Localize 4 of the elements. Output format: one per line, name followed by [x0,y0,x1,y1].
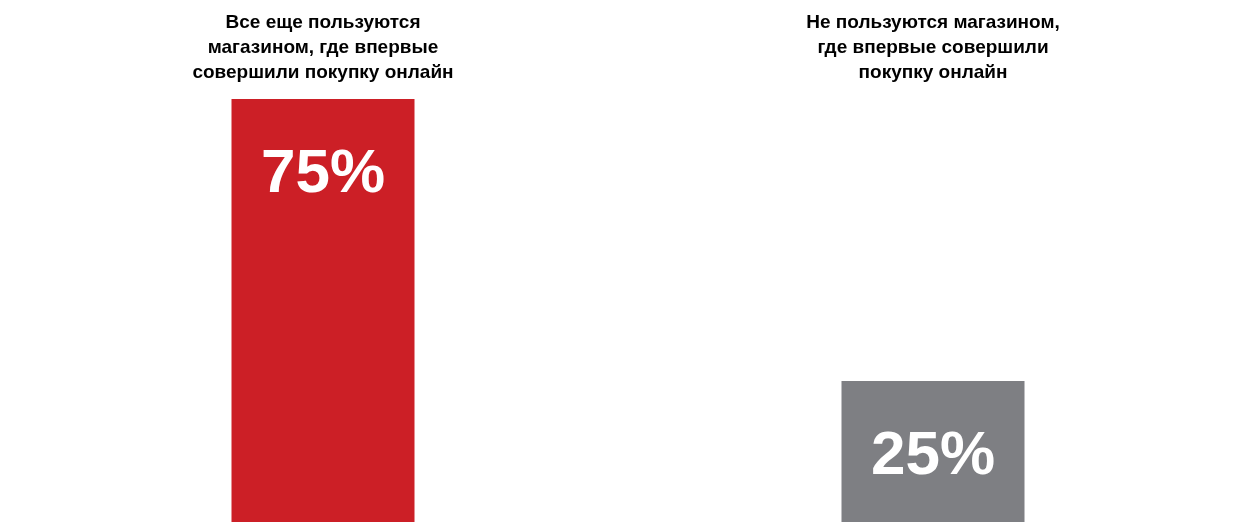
data-label: 25% [870,418,996,487]
x-tick-label: Все еще пользуются магазином, где впервые совершили покупку онлайн [192,11,454,82]
data-label: 75% [260,136,386,205]
x-tick-label: Не пользуются магазином, где впервые совершили покупку онлайн [806,11,1060,82]
